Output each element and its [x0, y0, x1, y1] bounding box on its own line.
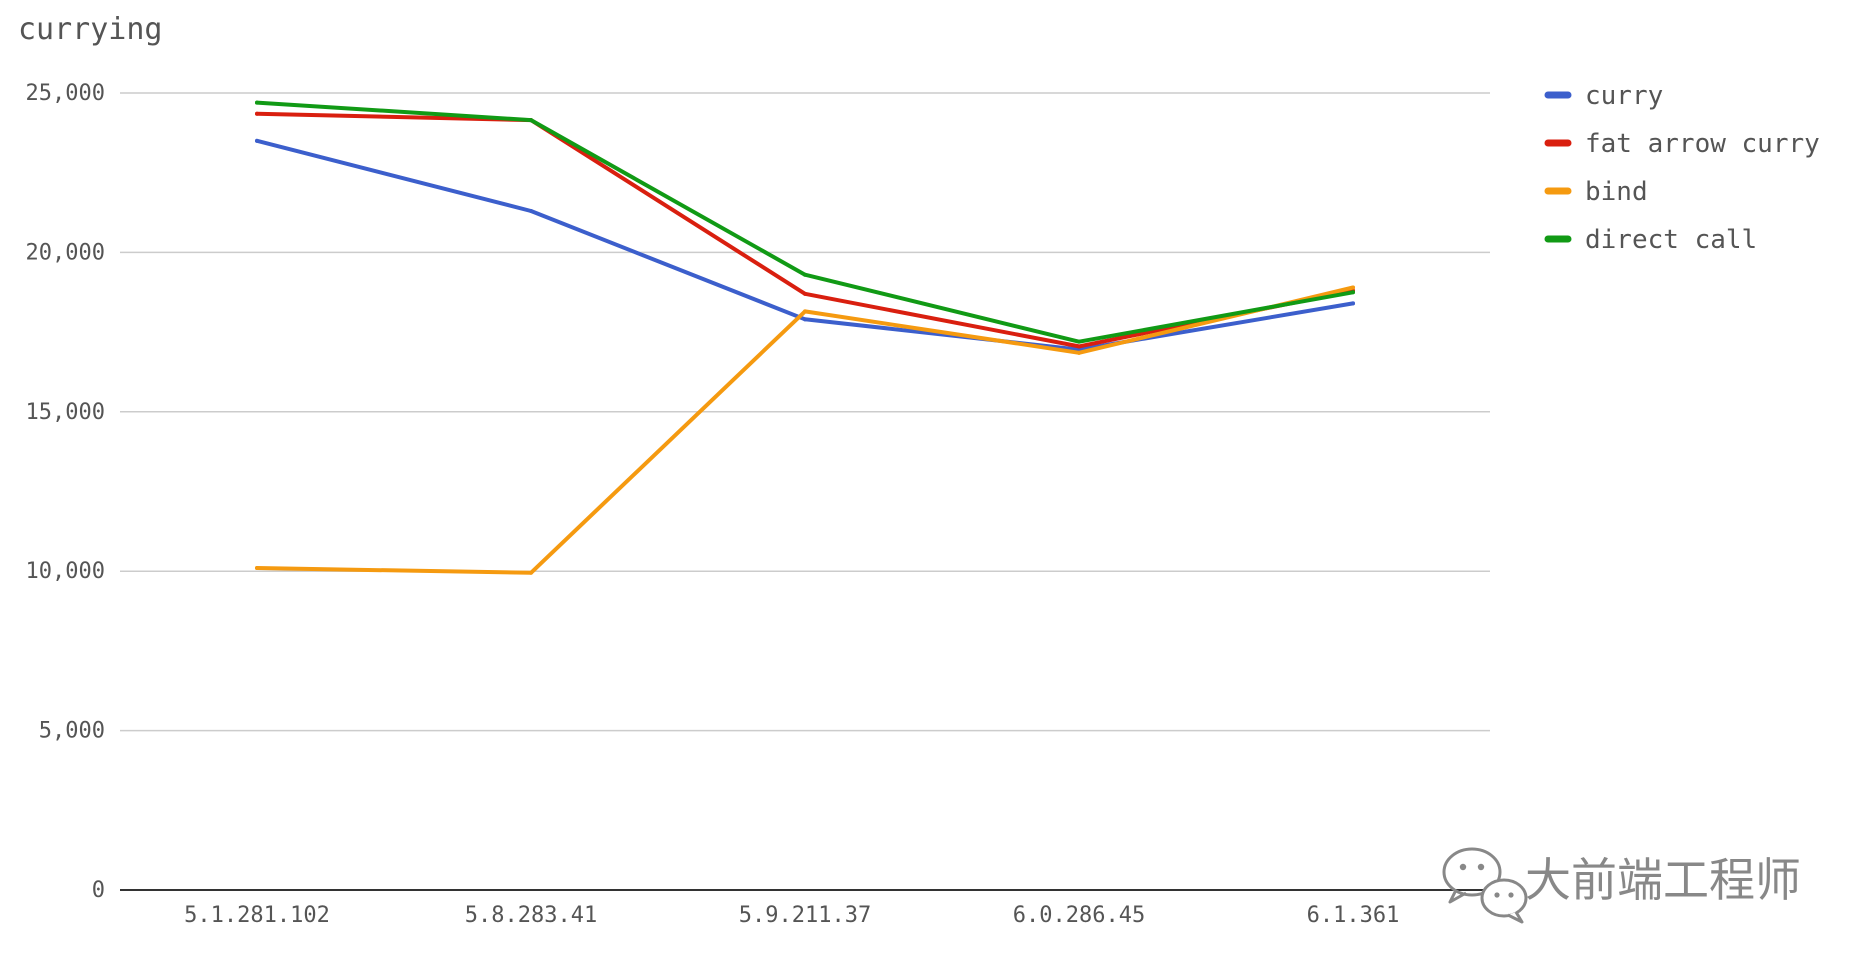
legend: curry fat arrow curry bind direct call: [1544, 81, 1820, 255]
x-tick-label: 5.1.281.102: [184, 903, 330, 928]
y-tick-label: 10,000: [26, 559, 105, 584]
data-point: [255, 100, 259, 105]
data-point: [1351, 290, 1355, 295]
data-point: [803, 291, 807, 296]
watermark: 大前端工程师: [1442, 847, 1801, 924]
data-point: [1077, 344, 1081, 349]
y-tick-label: 5,000: [39, 719, 105, 744]
wechat-icon: [1442, 847, 1528, 924]
x-axis-ticks: 5.1.281.102 5.8.283.41 5.9.211.37 6.0.286.4…: [184, 903, 1399, 928]
data-point: [1077, 339, 1081, 344]
data-point: [529, 118, 533, 123]
legend-item: bind: [1544, 177, 1648, 207]
legend-label: bind: [1585, 177, 1648, 207]
legend-label: curry: [1585, 81, 1663, 111]
data-point: [803, 272, 807, 277]
x-tick-label: 5.8.283.41: [465, 903, 597, 928]
x-tick-label: 5.9.211.37: [739, 903, 871, 928]
series-layer: [255, 100, 1355, 575]
y-tick-label: 0: [92, 878, 105, 903]
grid-layer: [120, 92, 1490, 891]
legend-item: fat arrow curry: [1544, 129, 1820, 159]
data-point: [1351, 301, 1355, 306]
series-line: [255, 100, 1355, 344]
data-point: [803, 309, 807, 314]
chart-title: currying: [18, 12, 163, 47]
data-point: [1077, 350, 1081, 355]
y-tick-label: 20,000: [26, 240, 105, 265]
y-tick-label: 25,000: [26, 81, 105, 106]
legend-label: fat arrow curry: [1585, 129, 1820, 159]
series-bind: [255, 285, 1355, 575]
watermark-text: 大前端工程师: [1525, 853, 1801, 907]
y-tick-label: 15,000: [26, 400, 105, 425]
data-point: [803, 317, 807, 322]
data-point: [529, 570, 533, 575]
legend-label: direct call: [1585, 225, 1757, 255]
legend-item: direct call: [1544, 225, 1757, 255]
legend-item: curry: [1544, 81, 1663, 111]
y-axis-ticks: 0 5,000 10,000 15,000 20,000 25,000: [26, 81, 105, 903]
data-point: [255, 566, 259, 571]
data-point: [1351, 285, 1355, 290]
data-point: [255, 138, 259, 143]
series-direct-call: [255, 100, 1355, 344]
data-point: [529, 208, 533, 213]
x-tick-label: 6.1.361: [1307, 903, 1400, 928]
data-point: [255, 111, 259, 116]
x-tick-label: 6.0.286.45: [1013, 903, 1145, 928]
